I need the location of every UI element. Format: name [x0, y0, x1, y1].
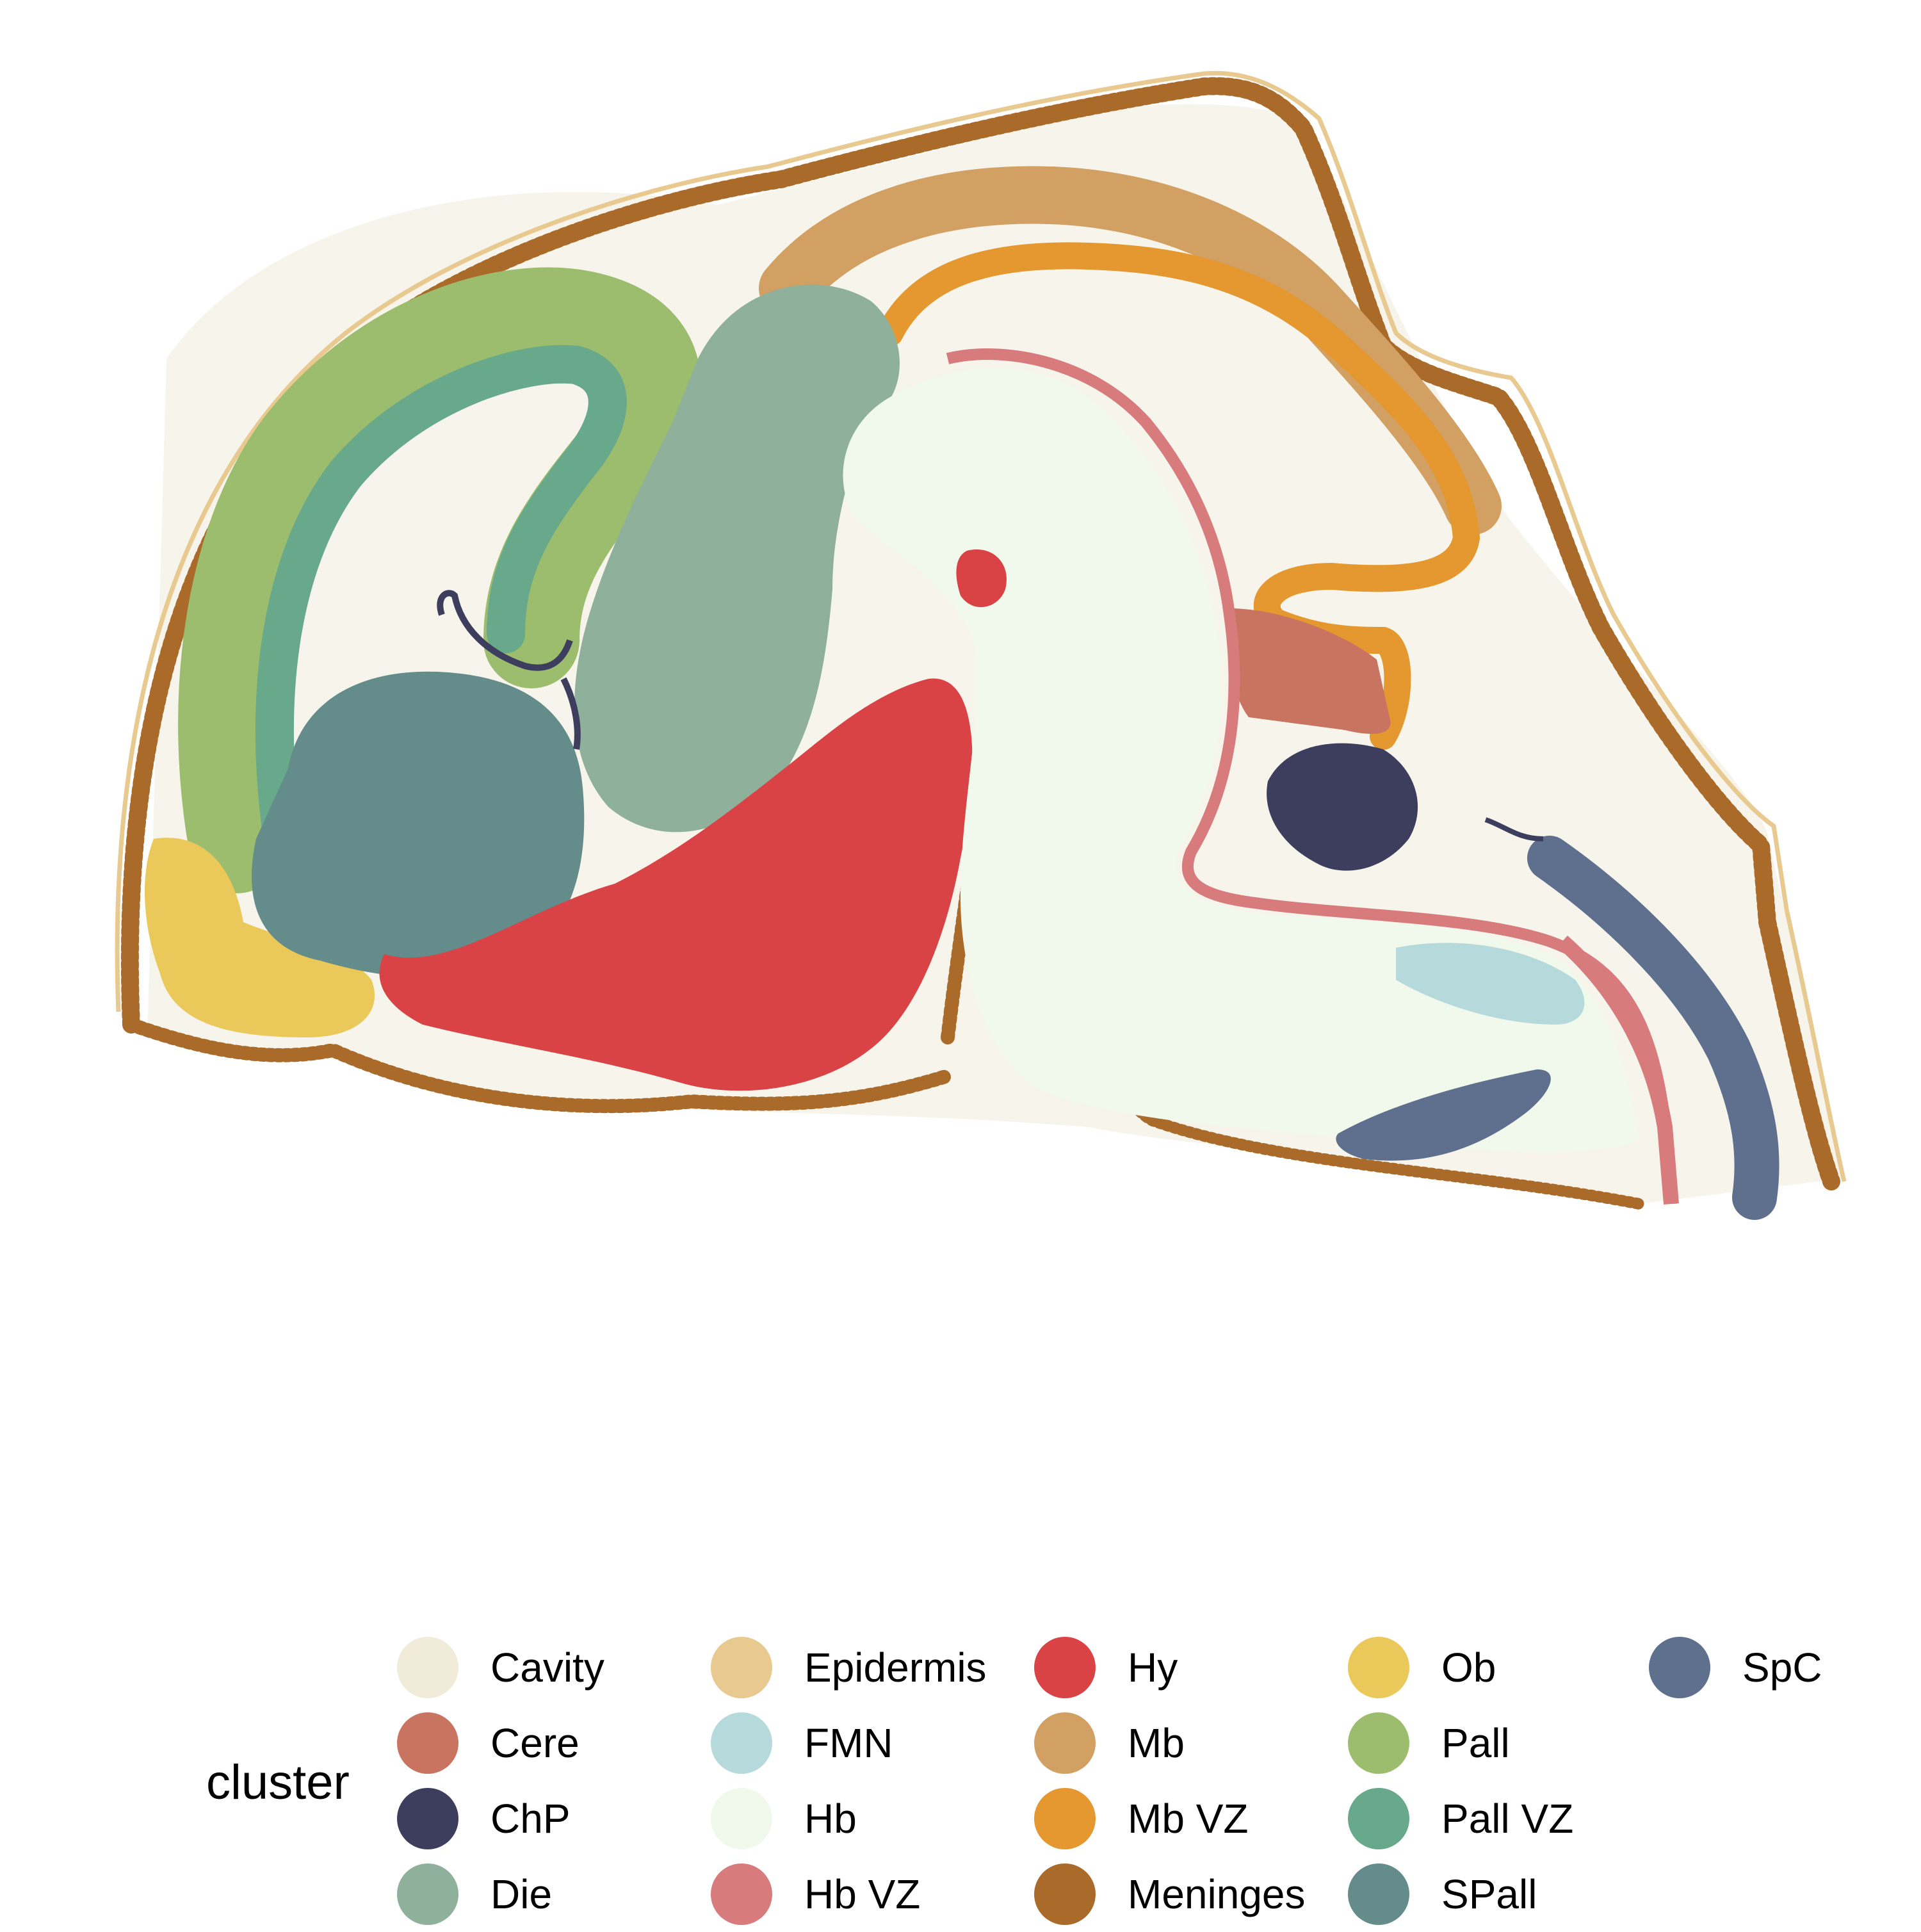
legend-swatch	[1649, 1637, 1710, 1698]
legend-swatch	[1034, 1712, 1096, 1774]
legend-item: Mb VZ	[1034, 1781, 1348, 1856]
legend-item: SpC	[1649, 1630, 1841, 1705]
legend-swatch	[397, 1788, 458, 1849]
cluster-region-hb-vz	[1557, 935, 1679, 1205]
legend-swatch	[397, 1637, 458, 1698]
cluster-region-ob	[145, 838, 375, 1037]
legend-swatch	[1348, 1863, 1409, 1925]
legend-item: Hb	[711, 1781, 1034, 1856]
legend-swatch	[1348, 1788, 1409, 1849]
legend-item: Epidermis	[711, 1630, 1034, 1705]
legend-label: SpC	[1742, 1644, 1822, 1691]
legend-swatch	[1034, 1863, 1096, 1925]
cluster-region-chp	[437, 590, 581, 750]
legend-item: Ob	[1348, 1630, 1649, 1705]
legend-label: ChP	[490, 1796, 571, 1842]
cluster-region-epidermis	[115, 70, 1847, 1182]
spatial-scatter-plot	[115, 70, 1847, 1220]
legend-swatch	[1034, 1637, 1096, 1698]
legend-swatch	[397, 1712, 458, 1774]
legend-grid: Cavity Cere ChP Die Epidermis FMN Hb Hb VZ Hy Mb M…	[397, 1630, 1841, 1932]
cluster-region-spall	[252, 671, 585, 979]
cluster-region-die	[574, 284, 900, 832]
legend-item: Pall VZ	[1348, 1781, 1649, 1856]
cluster-region-pall	[178, 267, 701, 893]
legend-title: cluster	[206, 1755, 350, 1810]
legend-label: FMN	[804, 1720, 893, 1766]
legend-item: Cavity	[397, 1630, 711, 1705]
legend-swatch	[711, 1863, 772, 1925]
legend-swatch	[1034, 1788, 1096, 1849]
legend-label: Ob	[1441, 1644, 1496, 1691]
cluster-region-fmn	[1396, 943, 1585, 1025]
legend-item: FMN	[711, 1705, 1034, 1781]
legend-item: Hy	[1034, 1630, 1348, 1705]
cluster-region-hy	[379, 678, 973, 1091]
legend-swatch	[1348, 1712, 1409, 1774]
cluster-region-chp	[1267, 743, 1418, 871]
legend-label: Hy	[1128, 1644, 1178, 1691]
legend-item: ChP	[397, 1781, 711, 1856]
legend-item: Mb	[1034, 1705, 1348, 1781]
legend-label: Hb VZ	[804, 1871, 921, 1917]
legend-label: Hb	[804, 1796, 857, 1842]
legend-label: Mb	[1128, 1720, 1185, 1766]
legend-swatch	[397, 1863, 458, 1925]
cluster-region-pall-vz	[255, 345, 627, 852]
legend-swatch	[711, 1788, 772, 1849]
cluster-region-spc	[1527, 836, 1779, 1220]
legend-item: Die	[397, 1856, 711, 1932]
legend-item: Meninges	[1034, 1856, 1348, 1932]
legend-item: SPall	[1348, 1856, 1649, 1932]
legend-label: Epidermis	[804, 1644, 987, 1691]
cluster-region-cere	[1227, 608, 1391, 734]
legend-swatch	[1348, 1637, 1409, 1698]
legend-label: Pall VZ	[1441, 1796, 1574, 1842]
legend-label: Meninges	[1128, 1871, 1306, 1917]
legend-label: Mb VZ	[1128, 1796, 1249, 1842]
legend-label: Die	[490, 1871, 553, 1917]
legend-item: Pall	[1348, 1705, 1649, 1781]
legend-label: Cavity	[490, 1644, 604, 1691]
legend-item: Cere	[397, 1705, 711, 1781]
cluster-region-chp	[1484, 817, 1544, 841]
cluster-region-mb-vz	[877, 242, 1480, 750]
cluster-region-hy	[956, 549, 1007, 608]
legend-label: SPall	[1441, 1871, 1537, 1917]
legend-swatch	[711, 1712, 772, 1774]
legend-label: Pall	[1441, 1720, 1510, 1766]
cluster-region-spc	[1336, 1069, 1551, 1161]
legend-item: Hb VZ	[711, 1856, 1034, 1932]
legend-swatch	[711, 1637, 772, 1698]
legend-label: Cere	[490, 1720, 580, 1766]
